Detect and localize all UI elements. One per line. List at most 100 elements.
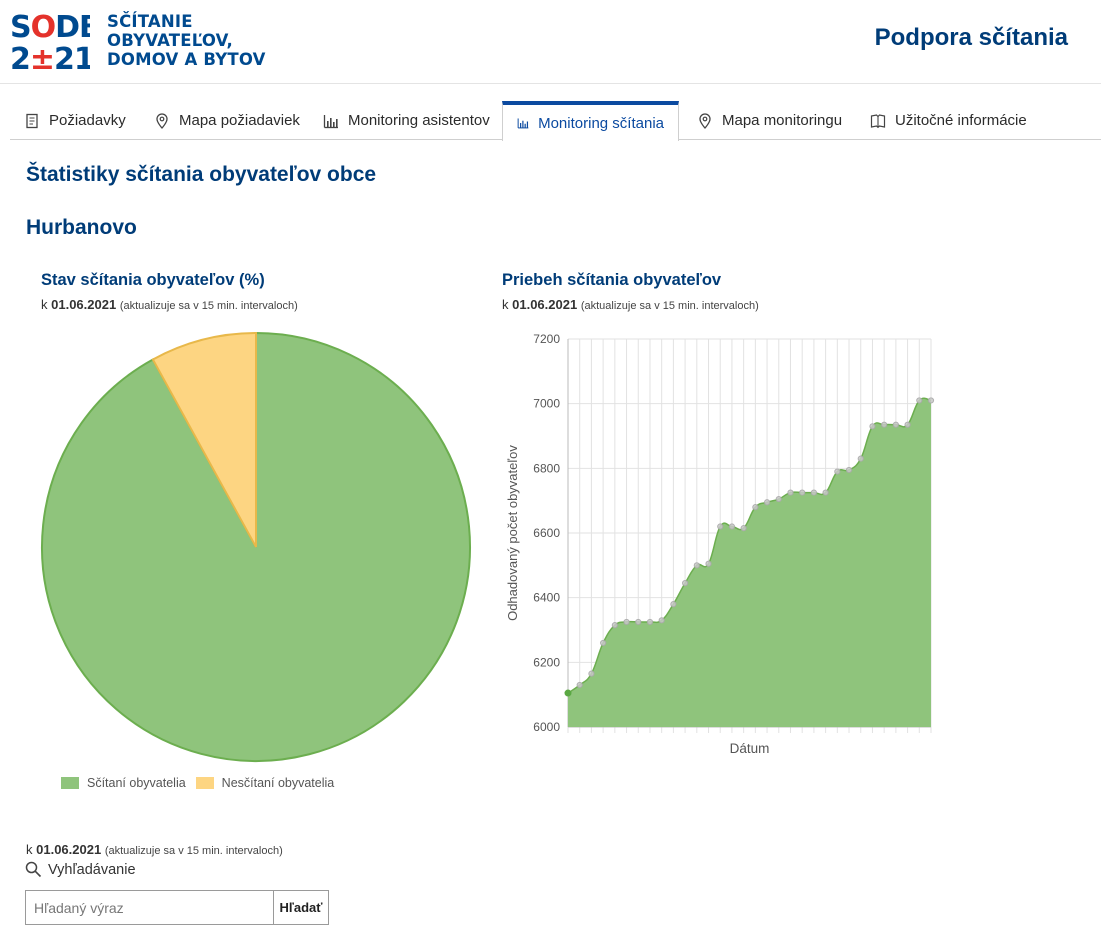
asof-prefix: k	[502, 297, 509, 312]
site-title[interactable]: Podpora sčítania	[874, 24, 1068, 51]
bar-chart-icon	[517, 118, 529, 129]
pie-slice-0[interactable]	[41, 331, 471, 762]
map-pin-icon	[156, 112, 168, 129]
area-chart: 6000 6200 6400 6600 6800 7000 7200 Dátum Odhadov…	[505, 332, 935, 756]
tab-uzitocne-informacie[interactable]: Užitočné informácie	[856, 101, 1041, 140]
data-point[interactable]	[799, 489, 806, 496]
tab-label: Požiadavky	[49, 112, 126, 129]
data-point[interactable]	[646, 618, 654, 626]
pie-legend: Sčítaní obyvatelia Nesčítaní obyvatelia	[61, 776, 344, 790]
data-point[interactable]	[927, 397, 935, 404]
document-icon	[26, 113, 38, 128]
search-asof: k 01.06.2021 (aktualizuje sa v 15 min. i…	[26, 842, 283, 857]
tab-mapa-poziadaviek[interactable]: Mapa požiadaviek	[140, 101, 314, 140]
line-chart-title: Priebeh sčítania obyvateľov	[502, 271, 722, 289]
tab-monitoring-asistentov[interactable]: Monitoring asistentov	[309, 101, 504, 140]
data-point[interactable]	[752, 504, 759, 511]
data-point[interactable]	[728, 523, 736, 530]
data-point[interactable]	[588, 670, 595, 677]
data-point[interactable]	[705, 560, 712, 567]
data-point[interactable]	[763, 499, 771, 506]
search-input[interactable]	[26, 891, 273, 924]
svg-text:2±21: 2±21	[10, 42, 90, 71]
data-point[interactable]	[635, 618, 642, 626]
data-point[interactable]	[564, 689, 572, 697]
y-tick-label: 7200	[533, 332, 560, 346]
data-point[interactable]	[658, 617, 665, 624]
data-point[interactable]	[775, 495, 782, 503]
tab-label: Mapa monitoringu	[722, 112, 843, 129]
tab-poziadavky[interactable]: Požiadavky	[10, 101, 140, 140]
data-point[interactable]	[916, 397, 923, 404]
tab-label: Užitočné informácie	[895, 112, 1027, 129]
sodb-logo[interactable]: SODB 2±21	[10, 11, 90, 71]
search-label: Vyhľadávanie	[25, 861, 136, 878]
pie-chart	[41, 331, 471, 762]
bar-chart-icon	[323, 114, 338, 128]
book-icon	[870, 113, 886, 128]
site-header: SODB 2±21 SČÍTANIE OBYVATEĽOV, DOMOV A B…	[0, 0, 1101, 84]
tab-monitoring-scitania[interactable]: Monitoring sčítania	[502, 101, 679, 141]
data-point[interactable]	[810, 489, 818, 496]
asof-note: (aktualizuje sa v 15 min. intervaloch)	[580, 300, 759, 312]
data-point[interactable]	[857, 455, 864, 462]
data-point[interactable]	[822, 489, 829, 496]
data-point[interactable]	[869, 423, 876, 430]
svg-text:SODB: SODB	[10, 11, 90, 45]
logo-line-1: SČÍTANIE	[107, 12, 193, 31]
y-tick-label: 7000	[533, 397, 560, 411]
asof-date: 01.06.2021	[51, 297, 117, 312]
data-point[interactable]	[881, 421, 888, 428]
data-point[interactable]	[693, 562, 700, 569]
legend-label-uncounted: Nesčítaní obyvatelia	[221, 776, 335, 790]
data-point[interactable]	[845, 466, 853, 474]
asof-date: 01.06.2021	[36, 842, 102, 857]
data-point[interactable]	[787, 489, 794, 496]
town-name: Hurbanovo	[26, 216, 137, 239]
search-button[interactable]: Hľadať	[273, 891, 328, 924]
line-asof: k 01.06.2021 (aktualizuje sa v 15 min. i…	[502, 297, 759, 312]
search-icon	[25, 861, 42, 878]
main-tabs: Požiadavky Mapa požiadaviek Monitoring a…	[10, 101, 1101, 141]
legend-label-counted: Sčítaní obyvatelia	[87, 776, 186, 790]
y-tick-label: 6000	[533, 720, 560, 734]
logo-text: SČÍTANIE OBYVATEĽOV, DOMOV A BYTOV	[107, 12, 266, 69]
pie-chart-title: Stav sčítania obyvateľov (%)	[41, 271, 265, 289]
map-pin-icon	[699, 112, 711, 129]
search-label-text: Vyhľadávanie	[48, 861, 136, 878]
y-tick-label: 6400	[533, 591, 560, 605]
page-title: Štatistiky sčítania obyvateľov obce	[26, 163, 377, 186]
asof-note: (aktualizuje sa v 15 min. intervaloch)	[104, 845, 283, 857]
x-axis-title: Dátum	[730, 741, 770, 756]
data-point[interactable]	[600, 639, 607, 647]
data-point[interactable]	[681, 580, 689, 587]
data-point[interactable]	[740, 525, 747, 532]
asof-prefix: k	[41, 297, 48, 312]
area-fill	[568, 398, 931, 727]
data-point[interactable]	[892, 421, 899, 428]
y-tick-label: 6200	[533, 655, 560, 669]
data-point[interactable]	[576, 681, 583, 689]
pie-slice-1[interactable]	[151, 331, 257, 548]
data-point[interactable]	[670, 601, 677, 608]
pie-asof: k 01.06.2021 (aktualizuje sa v 15 min. i…	[41, 297, 298, 312]
search-form: Hľadať	[25, 890, 329, 925]
y-tick-label: 6600	[533, 526, 560, 540]
tab-label: Monitoring sčítania	[538, 114, 664, 132]
data-point[interactable]	[904, 421, 911, 428]
asof-note: (aktualizuje sa v 15 min. intervaloch)	[119, 300, 298, 312]
data-point[interactable]	[717, 523, 724, 530]
legend-item-uncounted[interactable]: Nesčítaní obyvatelia	[195, 776, 335, 790]
data-point[interactable]	[834, 468, 841, 475]
legend-swatch-counted	[61, 777, 79, 789]
y-axis-title: Odhadovaný počet obyvateľov	[505, 445, 520, 621]
data-point[interactable]	[611, 622, 618, 629]
logo-line-2: OBYVATEĽOV,	[107, 31, 233, 50]
tab-mapa-monitoringu[interactable]: Mapa monitoringu	[683, 101, 856, 140]
data-point[interactable]	[623, 618, 630, 626]
asof-date: 01.06.2021	[512, 297, 578, 312]
y-tick-label: 6800	[533, 461, 560, 475]
legend-item-counted[interactable]: Sčítaní obyvatelia	[61, 776, 186, 790]
tab-label: Monitoring asistentov	[348, 112, 490, 129]
logo-line-3: DOMOV A BYTOV	[107, 50, 266, 69]
